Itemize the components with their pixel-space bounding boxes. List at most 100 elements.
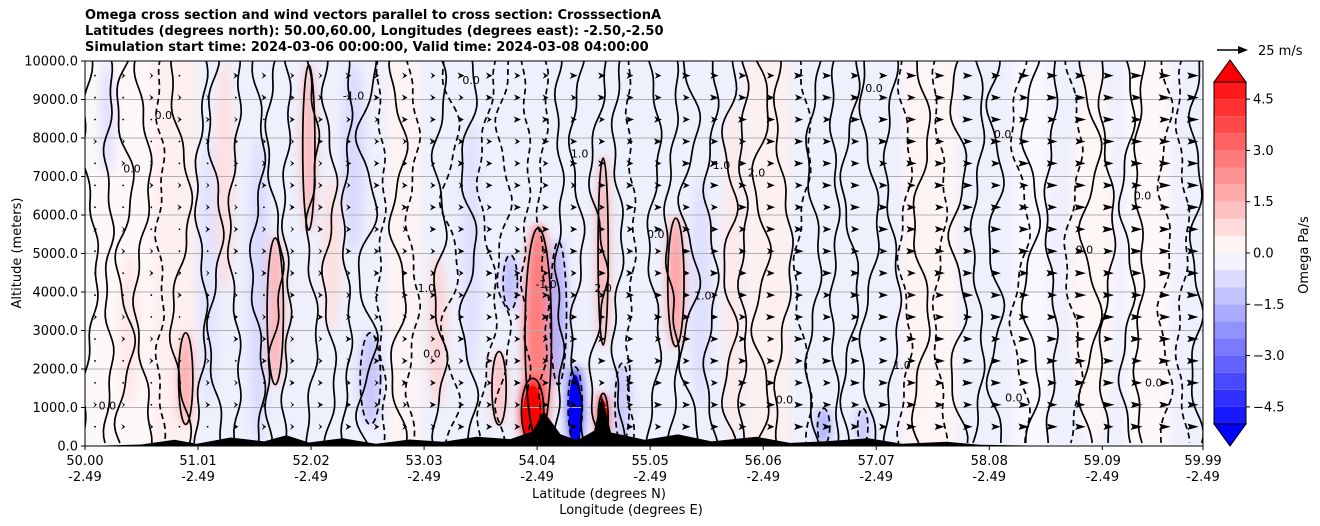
wind-vector-arrow [177,182,182,189]
wind-vector-arrow [542,247,549,255]
wind-vector-arrow [401,94,408,101]
wind-vector-dot [94,425,96,428]
wind-vector-arrow [1130,138,1143,145]
contour-line [1174,61,1191,444]
vector-key-arrowhead [1238,46,1248,54]
vector-key: 25 m/s [1217,44,1303,59]
contour-line [354,61,379,444]
wind-vector-arrow [233,313,238,321]
wind-vector-arrow [709,94,719,101]
wind-vector-arrow [1075,423,1086,430]
contour-line [553,61,566,444]
wind-vector-dot [122,360,125,362]
wind-vector-arrow [373,269,380,277]
wind-vector-arrow [346,291,351,299]
contour-line [102,61,115,444]
wind-vector-arrow [373,160,380,167]
wind-vector-arrow [654,423,662,430]
wind-vector-arrow [822,138,832,145]
wind-vector-arrow [1018,204,1030,211]
wind-vector-arrow [261,357,267,365]
wind-vector-arrow [429,204,436,211]
wind-vector-arrow [457,401,465,409]
wind-vector-arrow [514,226,521,233]
contour-line [896,61,914,444]
wind-vector-arrow [541,313,550,321]
wind-vector-dot [178,425,181,428]
wind-vector-arrow [430,182,436,189]
wind-vector-arrow [1046,247,1058,255]
wind-vector-arrow [766,423,775,430]
wind-vector-arrow [766,313,776,321]
wind-vector-arrow [458,182,464,189]
wind-vector-arrow [597,94,606,101]
wind-vector-arrow [261,335,267,343]
omega-blob [722,99,741,446]
wind-vector-arrow [1131,204,1143,211]
wind-vector-arrow [934,182,945,189]
wind-vector-arrow [290,401,294,409]
wind-vector-arrow [374,138,380,145]
wind-vector-arrow [430,72,436,79]
wind-vector-arrow [990,291,1002,299]
wind-vector-arrow [991,423,1001,430]
wind-vector-arrow [1046,269,1059,277]
wind-vector-arrow [766,204,776,211]
wind-vector-arrow [626,160,634,167]
wind-vector-arrow [93,226,97,233]
wind-vector-arrow [710,72,719,79]
wind-vector-arrow [1074,94,1086,101]
wind-vector-arrow [1046,335,1058,343]
wind-vector-arrow [205,379,210,387]
wind-vector-arrow [317,313,324,321]
wind-vector-arrow [514,313,521,321]
wind-vector-arrow [1047,204,1058,211]
wind-vector-arrow [710,160,719,167]
wind-vector-arrow [149,335,154,343]
wind-vector-arrow [177,204,182,211]
wind-vector-arrow [681,335,691,343]
wind-vector-arrow [878,204,889,211]
chart-title-line-1: Omega cross section and wind vectors par… [85,8,662,23]
wind-vector-dot [94,206,96,209]
wind-vector-arrow [1075,401,1086,409]
colorbar-band [1214,82,1246,100]
wind-vector-arrow [1186,204,1200,211]
wind-vector-arrow [653,138,663,145]
wind-vector-arrow [457,423,465,430]
wind-vector-arrow [570,204,577,211]
contour-line [624,61,637,444]
wind-vector-arrow [1187,401,1199,409]
colorbar-tick-label: −1.5 [1253,298,1285,313]
colorbar-band [1214,287,1246,305]
wind-vector-arrow [822,182,832,189]
wind-vector-arrow [457,247,465,255]
wind-vector-arrow [991,160,1001,167]
x-tick-label-lat: 52.02 [292,454,329,469]
wind-vector-arrow [401,357,408,365]
wind-vector-arrow [794,138,804,145]
wind-vector-arrow [934,269,945,277]
wind-vector-arrow [626,138,634,145]
contour-line [154,61,167,444]
wind-vector-arrow [598,116,605,123]
wind-vector-arrow [485,335,493,343]
wind-vector-dot [178,338,181,340]
x-tick-label-lat: 59.09 [1084,454,1121,469]
contour-label: 0.0 [99,399,117,412]
wind-vector-arrow [682,204,690,211]
contour-line [610,61,626,444]
wind-vector-arrow [261,72,267,79]
wind-vector-arrow [121,72,126,79]
wind-vector-arrow [205,138,211,145]
x-tick-label-lat: 59.99 [1184,454,1221,469]
wind-vector-arrow [851,226,860,233]
wind-vector-arrow [346,269,351,277]
wind-vector-arrow [1103,335,1114,343]
wind-vector-arrow [990,182,1001,189]
wind-vector-arrow [879,247,888,255]
contour-line [1020,61,1042,444]
wind-vector-arrow [598,379,605,387]
wind-vector-arrow [513,379,521,387]
wind-vector-arrow [289,423,295,430]
